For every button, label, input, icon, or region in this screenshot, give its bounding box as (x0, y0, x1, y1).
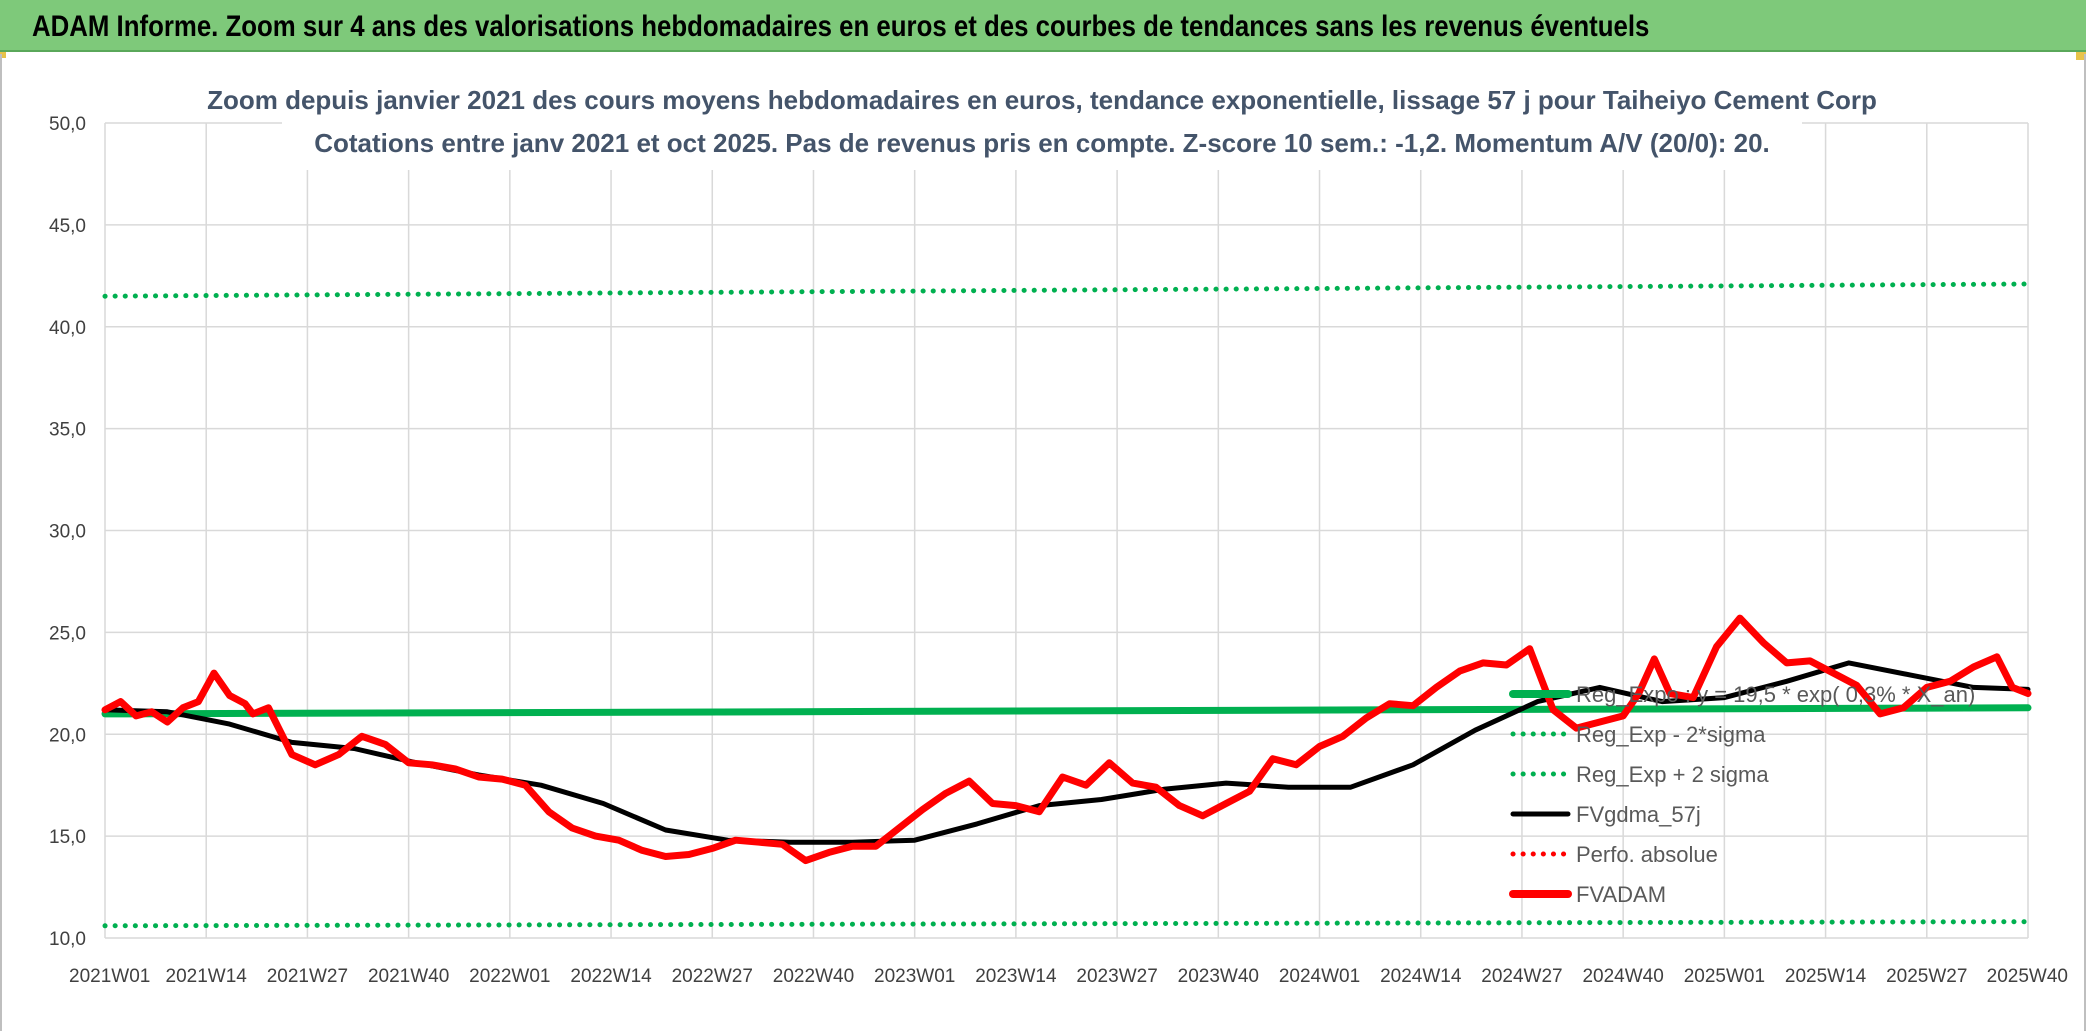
axis-layer: 50,0 45,0 40,0 35,0 30,0 25,0 20,0 15,0 10,0 2021… (49, 114, 2068, 987)
legend-label: Reg_Exp + 2 sigma (1576, 762, 1769, 787)
y-tick-label: 35,0 (49, 420, 86, 441)
legend: Reg_Expo : y = 19,5 * exp( 0,3% * X_an) R… (1509, 682, 1975, 907)
title-background (282, 78, 1802, 170)
y-tick-label: 45,0 (49, 216, 86, 237)
legend-label: Reg_Exp - 2*sigma (1576, 722, 1766, 747)
corner-decoration-right (2076, 52, 2086, 60)
x-tick-label: 2022W27 (672, 966, 753, 987)
x-tick-label: 2025W14 (1785, 966, 1867, 987)
x-tick-label: 2022W40 (773, 966, 854, 987)
chart-title: Zoom depuis janvier 2021 des cours moyen… (207, 85, 1877, 115)
chart-title-block: Zoom depuis janvier 2021 des cours moyen… (207, 78, 1877, 170)
legend-label: FVADAM (1576, 882, 1666, 907)
legend-label: Perfo. absolue (1576, 842, 1718, 867)
y-tick-label: 30,0 (49, 522, 86, 543)
series-layer (101, 281, 2032, 929)
x-tick-label: 2021W14 (166, 966, 248, 987)
x-tick-label: 2024W40 (1582, 966, 1663, 987)
x-tick-label: 2023W14 (975, 966, 1057, 987)
chart-subtitle: Cotations entre janv 2021 et oct 2025. P… (314, 128, 1770, 158)
y-tick-label: 40,0 (49, 318, 86, 339)
x-tick-label: 2023W01 (874, 966, 955, 987)
y-tick-label: 25,0 (49, 623, 86, 644)
y-tick-label: 50,0 (49, 114, 86, 135)
x-tick-label: 2024W01 (1279, 966, 1360, 987)
series-line-1 (102, 919, 2031, 929)
series-line-0 (101, 704, 2032, 718)
x-tick-label: 2021W01 (69, 966, 150, 987)
corner-decoration-left (0, 52, 6, 58)
chart-frame (0, 54, 2086, 1031)
y-tick-label: 10,0 (49, 929, 86, 950)
y-tick-label: 20,0 (49, 725, 86, 746)
y-tick-label: 15,0 (49, 827, 86, 848)
x-tick-label: 2021W27 (267, 966, 348, 987)
x-tick-label: 2022W01 (469, 966, 550, 987)
x-tick-label: 2023W27 (1076, 966, 1157, 987)
series-line-2 (102, 281, 2031, 299)
x-tick-label: 2025W40 (1987, 966, 2068, 987)
x-tick-label: 2025W27 (1886, 966, 1967, 987)
x-tick-label: 2021W40 (368, 966, 449, 987)
x-tick-label: 2023W40 (1178, 966, 1259, 987)
legend-label: FVgdma_57j (1576, 802, 1701, 827)
x-tick-label: 2022W14 (570, 966, 652, 987)
x-tick-label: 2025W01 (1684, 966, 1765, 987)
grid-layer (104, 122, 2029, 939)
report-banner: ADAM Informe. Zoom sur 4 ans des valoris… (0, 0, 2086, 52)
x-tick-label: 2024W14 (1380, 966, 1462, 987)
report-title: ADAM Informe. Zoom sur 4 ans des valoris… (32, 10, 1650, 43)
series-line-5 (101, 614, 2032, 865)
legend-label: Reg_Expo : y = 19,5 * exp( 0,3% * X_an) (1576, 682, 1975, 707)
x-tick-label: 2024W27 (1481, 966, 1562, 987)
